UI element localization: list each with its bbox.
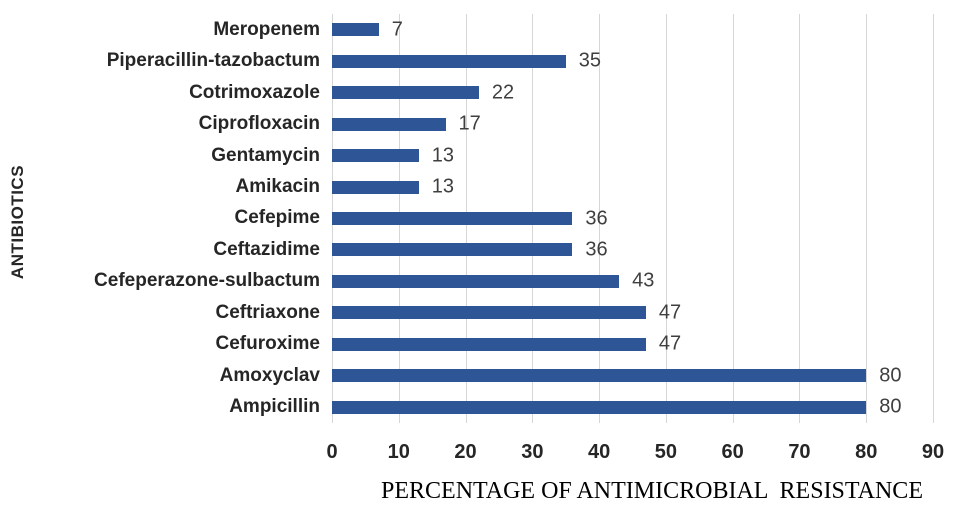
gridline-x-60 [732,14,734,423]
x-tick-label: 30 [521,441,544,463]
bar-segment [332,274,620,288]
data-label: 47 [658,301,682,324]
data-label: 47 [658,332,682,355]
x-tick-label: 70 [788,441,811,463]
gridline-x-40 [599,14,601,423]
data-label: 17 [458,112,481,135]
data-label: 13 [431,144,455,167]
plot-area: 7 35 22 17 13 13 36 36 43 47 47 80 80 [332,14,934,423]
x-axis-ticks: 0 10 20 30 40 50 60 70 80 90 [326,441,944,467]
bar-segment [332,117,446,131]
gridline-x-90 [933,14,934,423]
x-tick-label: 0 [326,441,338,463]
category-label: Ampicillin [229,396,320,418]
x-tick-label: 60 [721,441,744,463]
x-tick-label: 90 [921,441,945,463]
gridline-x-80 [866,14,868,423]
bar-segment [332,337,646,351]
category-label: Gentamycin [211,144,320,166]
data-label: 35 [578,49,601,72]
category-label: Ceftriaxone [215,301,320,323]
x-tick-label: 40 [587,441,611,463]
x-tick-label: 10 [387,441,410,463]
x-tick-label: 50 [654,441,677,463]
category-label: Ceftazidime [213,238,320,260]
x-axis-title: PERCENTAGE OF ANTIMICROBIAL RESISTANCE [381,478,923,504]
data-label: 22 [491,81,515,104]
x-tick-label: 20 [454,441,477,463]
data-label: 80 [879,364,902,387]
category-label: Cotrimoxazole [189,81,320,103]
category-label: Cefepime [234,207,320,229]
bar-segment [332,180,419,194]
x-tick-label: 80 [855,441,878,463]
category-label: Amikacin [235,176,320,198]
bar-segment [332,306,646,320]
category-label: Cefuroxime [215,333,320,355]
category-label: Piperacillin-tazobactum [106,50,320,72]
bar-segment [332,400,867,414]
bar-segment [332,23,379,37]
data-label: 36 [585,238,608,261]
gridline-x-70 [799,14,801,423]
bar-segment [332,149,419,163]
category-label: Amoxyclav [219,364,320,386]
bar-segment [332,212,573,225]
data-label: 80 [879,395,902,418]
data-label: 43 [632,269,655,292]
category-axis: Meropenem Piperacillin-tazobactum Cotrimox… [0,14,320,423]
gridline-x-50 [665,14,667,423]
category-label: Cefeperazone-sulbactum [94,270,320,292]
category-label: Meropenem [213,18,320,40]
category-label: Ciprofloxacin [198,113,320,135]
bar-segment [332,54,566,68]
bar-segment [332,86,479,100]
data-label: 7 [391,18,403,41]
data-label: 13 [431,175,455,198]
data-label: 36 [585,207,608,229]
bar-segment [332,243,573,257]
bar-segment [332,369,867,383]
